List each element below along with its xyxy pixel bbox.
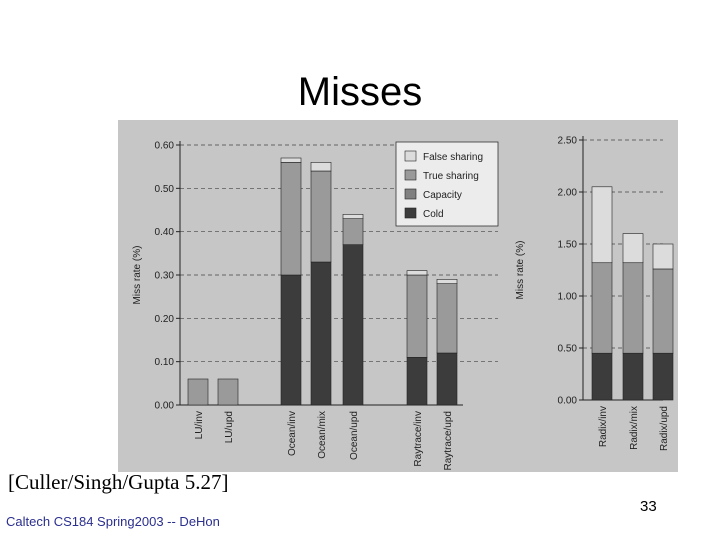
x-tick-label: LU/upd bbox=[224, 411, 235, 443]
y-axis-label: Miss rate (%) bbox=[515, 241, 526, 300]
chart-panel-2: 0.00 0.50 1.00 1.50 2.00 2.50 Miss rate (%) Rad… bbox=[395, 136, 674, 451]
bar-ocean-mix-cold bbox=[310, 261, 332, 406]
bar-radix-upd-false-sharing bbox=[652, 243, 674, 270]
charts-layer: 0.00 0.10 0.20 0.30 0.40 0.50 0.60 Miss rate (%… bbox=[132, 136, 674, 470]
bar-raytrace-upd-false-sharing bbox=[436, 279, 458, 284]
bar-lu-inv-true-sharing bbox=[187, 378, 209, 406]
bar-radix-mix-true-sharing bbox=[622, 262, 644, 354]
bar-radix-mix-false-sharing bbox=[622, 233, 644, 264]
x-tick-label: Radix/mix bbox=[629, 406, 640, 450]
legend-label-cold: Cold bbox=[423, 209, 444, 220]
y-tick-label: 1.50 bbox=[558, 240, 578, 251]
legend-label-capacity: Capacity bbox=[423, 190, 462, 201]
y-tick-label: 0.40 bbox=[155, 227, 175, 238]
x-tick-label: LU/inv bbox=[194, 411, 205, 439]
bar-radix-inv-cold bbox=[591, 352, 613, 401]
y-tick-label: 0.00 bbox=[558, 396, 578, 407]
chart-panel-1: 0.00 0.10 0.20 0.30 0.40 0.50 0.60 Miss rate (%… bbox=[132, 141, 498, 470]
bar-ocean-inv-cold bbox=[280, 274, 302, 406]
y-tick-label: 0.50 bbox=[558, 344, 578, 355]
footer-text: Caltech CS184 Spring2003 -- DeHon bbox=[6, 514, 220, 529]
y-tick-label: 0.50 bbox=[155, 184, 175, 195]
legend-label-true-sharing: True sharing bbox=[423, 171, 479, 182]
y-tick-label: 0.10 bbox=[155, 357, 175, 368]
legend-swatch-true-sharing bbox=[404, 169, 417, 181]
x-tick-label: Ocean/mix bbox=[317, 411, 328, 459]
page-number: 33 bbox=[640, 498, 657, 515]
x-tick-label: Raytrace/inv bbox=[413, 411, 424, 467]
bar-radix-inv-true-sharing bbox=[591, 262, 613, 354]
bar-raytrace-upd-cold bbox=[436, 352, 458, 406]
legend-label-false-sharing: False sharing bbox=[423, 152, 483, 163]
x-tick-label: Ocean/upd bbox=[349, 411, 360, 460]
bar-radix-mix-cold bbox=[622, 352, 644, 401]
bar-raytrace-inv-cold bbox=[406, 357, 428, 406]
bar-raytrace-inv-false-sharing bbox=[406, 270, 428, 276]
x-tick-label: Radix/inv bbox=[598, 406, 609, 447]
bar-ocean-upd-true-sharing bbox=[342, 218, 364, 245]
bar-radix-upd-cold bbox=[652, 352, 674, 401]
bar-ocean-mix-false-sharing bbox=[310, 162, 332, 172]
bar-ocean-inv-false-sharing bbox=[280, 157, 302, 163]
figure-citation: [Culler/Singh/Gupta 5.27] bbox=[8, 470, 229, 494]
bar-raytrace-inv-true-sharing bbox=[406, 274, 428, 358]
legend-swatch-false-sharing bbox=[404, 150, 417, 162]
bar-ocean-upd-cold bbox=[342, 244, 364, 406]
y-axis-label: Miss rate (%) bbox=[132, 246, 143, 305]
y-tick-label: 2.50 bbox=[558, 136, 578, 147]
bar-radix-upd-true-sharing bbox=[652, 268, 674, 354]
y-tick-label: 1.00 bbox=[558, 292, 578, 303]
slide-title: Misses bbox=[297, 70, 423, 114]
bar-radix-inv-false-sharing bbox=[591, 186, 613, 264]
x-tick-label: Ocean/inv bbox=[287, 411, 298, 456]
y-tick-label: 0.30 bbox=[155, 271, 175, 282]
y-tick-label: 0.20 bbox=[155, 314, 175, 325]
x-tick-label: Radix/upd bbox=[659, 406, 670, 451]
y-tick-label: 0.00 bbox=[155, 401, 175, 412]
bar-lu-upd-true-sharing bbox=[217, 378, 239, 406]
legend-swatch-capacity bbox=[404, 188, 417, 200]
scanned-figure: 0.00 0.10 0.20 0.30 0.40 0.50 0.60 Miss rate (%… bbox=[118, 120, 678, 472]
bar-ocean-inv-true-sharing bbox=[280, 162, 302, 276]
bar-ocean-upd-false-sharing bbox=[342, 214, 364, 219]
y-tick-label: 0.60 bbox=[155, 141, 175, 152]
bar-raytrace-upd-true-sharing bbox=[436, 283, 458, 354]
bar-ocean-mix-true-sharing bbox=[310, 170, 332, 263]
legend-swatch-cold bbox=[404, 207, 417, 219]
x-tick-label: Raytrace/upd bbox=[443, 411, 454, 470]
legend: False sharing True sharing Capacity Cold bbox=[395, 141, 499, 227]
y-tick-label: 2.00 bbox=[558, 188, 578, 199]
